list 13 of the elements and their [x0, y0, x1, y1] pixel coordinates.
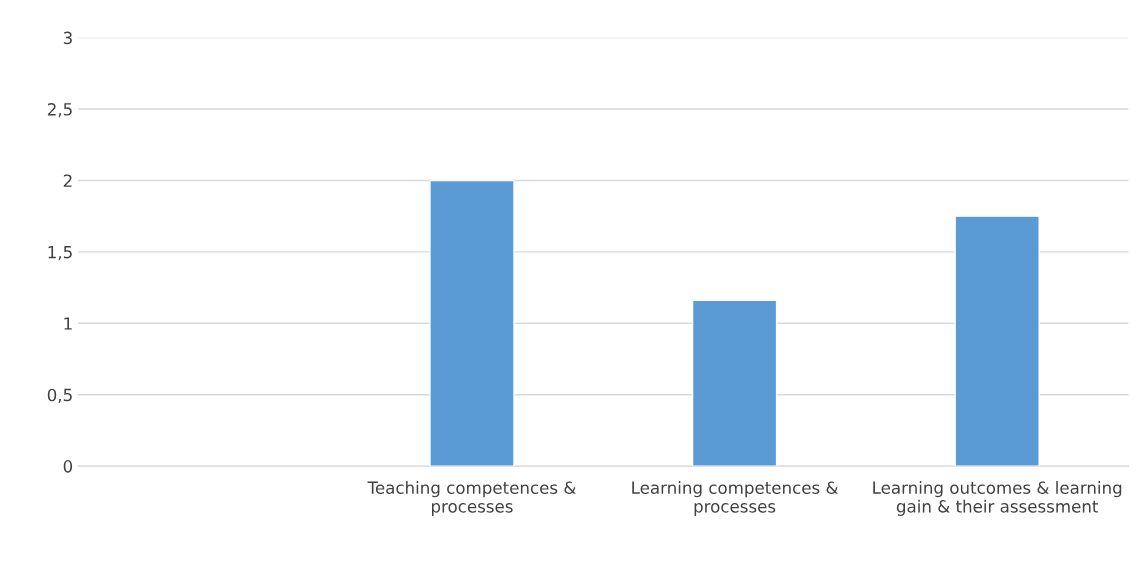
y-tick-label: 2,5	[47, 103, 72, 118]
y-tick-label: 1	[64, 317, 72, 330]
x-tick-label: Learning outcomes & learning gain & their assessment	[873, 481, 1122, 516]
bar	[429, 179, 515, 467]
y-tick-label: 3	[63, 31, 72, 45]
y-tick-label: 0	[63, 460, 73, 473]
y-tick-label: 2	[63, 174, 72, 187]
y-tick-label: 0,5	[47, 388, 72, 403]
bar	[954, 215, 1040, 467]
x-tick-label: Learning competences & processes	[632, 481, 838, 516]
bar	[691, 299, 778, 467]
x-tick-label: Teaching competences & processes	[367, 481, 576, 516]
y-tick-label: 1,5	[48, 246, 72, 261]
